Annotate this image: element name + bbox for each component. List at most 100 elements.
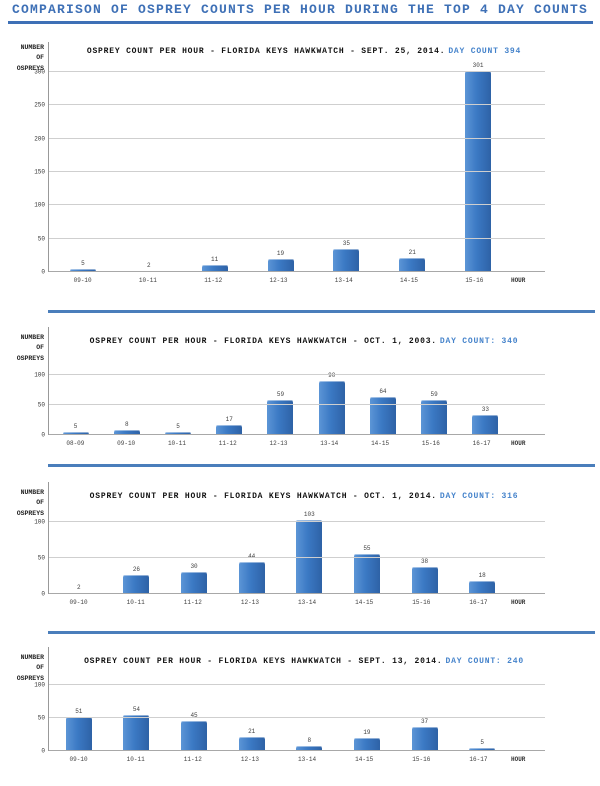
x-tick-label: 14-15 (400, 277, 419, 284)
bar-value-label: 37 (420, 717, 429, 725)
y-tick-label: 0 (41, 268, 45, 276)
bar-slot: 21 (379, 72, 445, 272)
chart-title: OSPREY COUNT PER HOUR - FLORIDA KEYS HAW… (48, 47, 560, 56)
bar-slot: 5 (50, 72, 116, 272)
plot-area: 5 8 5 17 59 90 64 59 33 08-09 09-10 10-11 11-12 12-1… (34, 372, 545, 447)
bar-slot: 5 (50, 375, 101, 435)
bar-value-label: 35 (342, 239, 350, 247)
gridline (49, 374, 545, 375)
chart-day-count: DAY COUNT: 340 (439, 337, 519, 346)
gridline (49, 171, 545, 172)
bar-value-label: 54 (132, 706, 141, 714)
chart-title-text: OSPREY COUNT PER HOUR - FLORIDA KEYS HAW… (84, 657, 443, 666)
bar-slot: 8 (101, 375, 152, 435)
x-tick-label: 12-13 (269, 440, 288, 447)
gridline (49, 404, 545, 405)
bar-14-15: 55 (353, 545, 380, 594)
chart-sept-13-2014: NUMBER OF OSPREYS OSPREY COUNT PER HOUR … (0, 645, 600, 785)
bar-11-12: 11 (201, 256, 228, 272)
bar-value-label: 90 (328, 372, 336, 379)
x-tick-label: 09-10 (117, 440, 136, 447)
bar-value-label: 33 (481, 406, 489, 414)
section-divider (48, 464, 595, 467)
x-tick-label: 10-11 (126, 756, 145, 763)
x-tick-label: 11-12 (218, 440, 237, 447)
bar-slot: 2 (50, 522, 108, 594)
y-tick-label: 50 (37, 235, 45, 243)
bar-12-13: 19 (267, 250, 294, 272)
bar-value-label: 21 (248, 728, 256, 736)
bar-11-12: 17 (216, 416, 243, 435)
bar-slot: 45 (165, 685, 223, 751)
bar-value-label: 21 (408, 249, 416, 256)
bar-11-12: 45 (181, 712, 208, 751)
bar-slot: 103 (281, 511, 339, 594)
bar-value-label: 38 (420, 557, 429, 565)
bar-slot: 8 (281, 685, 339, 751)
chart-title: OSPREY COUNT PER HOUR - FLORIDA KEYS HAW… (48, 492, 560, 501)
bar-value-label: 5 (81, 259, 85, 267)
bar-value-label: 18 (478, 572, 486, 580)
x-tick-label: 09-10 (69, 599, 88, 606)
bar-15-16: 38 (411, 558, 438, 594)
bar-10-11: 5 (165, 423, 192, 435)
x-axis-label-hour: HOUR (511, 440, 526, 447)
bar-12-13: 21 (238, 728, 265, 751)
y-tick-label: 100 (34, 201, 45, 209)
bar-09-10: 51 (65, 708, 92, 751)
bar-value-label: 19 (276, 250, 285, 258)
y-axis-title: NUMBER OF OSPREYS (16, 334, 44, 362)
bar-16-17: 33 (472, 406, 499, 435)
x-tick-label: 14-15 (371, 440, 390, 447)
bar-08-09: 5 (62, 423, 89, 435)
bar-13-14: 8 (296, 737, 323, 751)
plot-area: 2 26 30 44 103 55 38 18 09-10 10-11 11-12 12-13 13-… (34, 511, 545, 606)
x-axis-labels: 09-10 10-11 11-12 12-13 13-14 14-15 15-16 HOUR (50, 272, 545, 284)
bar-slot: 5 (453, 685, 511, 751)
bar-value-label: 11 (211, 255, 219, 263)
x-tick-label: 15-16 (412, 756, 431, 763)
bar-value-label: 2 (146, 261, 151, 269)
bar-slot: 30 (165, 522, 223, 594)
page-title: COMPARISON OF OSPREY COUNTS PER HOUR DUR… (11, 2, 589, 17)
chart-day-count: DAY COUNT 394 (448, 47, 522, 56)
y-tick-label: 0 (41, 431, 45, 439)
x-tick-label: 09-10 (69, 756, 88, 763)
bar-value-label: 5 (176, 423, 180, 430)
x-tick-label: 13-14 (320, 440, 339, 447)
x-axis-labels: 09-10 10-11 11-12 12-13 13-14 14-15 15-16 16-17… (50, 751, 545, 763)
bar-value-label: 51 (75, 708, 83, 716)
bar-value-label: 64 (379, 387, 387, 395)
y-tick-label: 0 (41, 590, 45, 598)
y-tick-label: 50 (37, 554, 45, 562)
bar-value-label: 103 (303, 510, 315, 518)
gridline (49, 434, 545, 435)
bar-slot: 17 (204, 375, 255, 435)
bar-slot: 11 (182, 72, 248, 272)
x-axis-label-hour: HOUR (511, 599, 526, 606)
bar-value-label: 8 (307, 736, 312, 744)
x-tick-label: 16-17 (469, 756, 488, 763)
plot-area: 5 2 11 19 35 21 301 09-10 10-11 11-12 12-13 13-14 1… (34, 62, 545, 284)
x-tick-label: 14-15 (355, 599, 374, 606)
bar-slot: 19 (248, 72, 314, 272)
bar-slot: 51 (50, 685, 108, 751)
gridline (49, 104, 545, 106)
bar-value-label: 59 (430, 390, 438, 398)
bar-value-label: 5 (480, 738, 484, 746)
bar-value-label: 2 (77, 583, 81, 591)
bar-14-15: 64 (369, 388, 396, 435)
y-tick-label: 200 (34, 135, 45, 143)
y-tick-label: 100 (34, 681, 45, 689)
gridline (49, 137, 545, 139)
bar-slot: 21 (223, 685, 281, 751)
bar-value-label: 17 (225, 415, 233, 423)
bar-slot: 19 (338, 685, 396, 751)
x-tick-label: 15-16 (465, 277, 484, 284)
bar-slot: 59 (409, 375, 460, 435)
bar-value-label: 301 (472, 62, 484, 70)
x-tick-label: 16-17 (469, 599, 488, 606)
bar-slot: 26 (108, 522, 166, 594)
x-tick-label: 10-11 (167, 440, 186, 447)
bar-slot: 301 (445, 62, 511, 272)
